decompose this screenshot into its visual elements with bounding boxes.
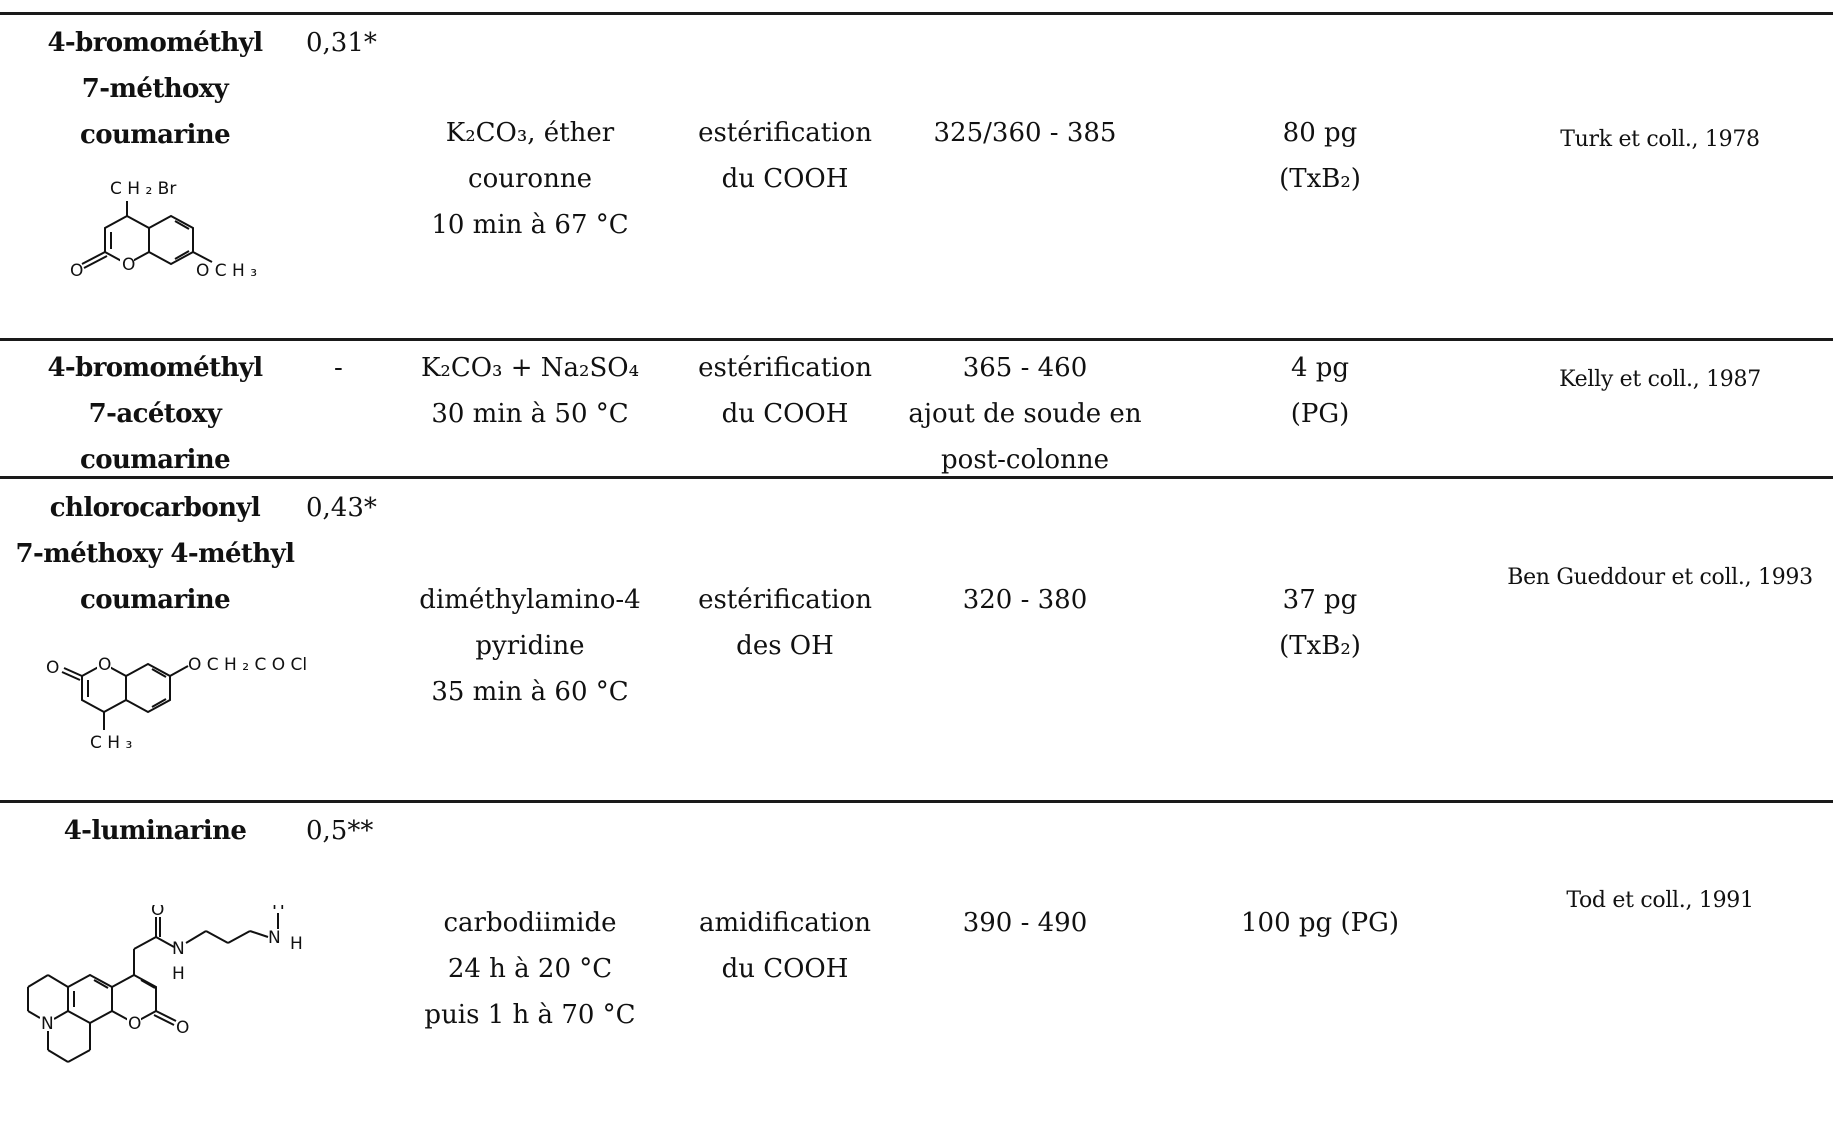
reference: Turk et coll., 1978 [1500,117,1820,163]
wavelength: 390 - 490 [900,900,1150,946]
luminarine-structure-icon: O N H H N H N O O [10,905,310,1080]
svg-text:C H ₃: C H ₃ [90,733,132,753]
coumarin-bromomethyl-methoxy-structure-icon: C H ₂ Br O O O C H ₃ [62,176,272,288]
table-rule-top [0,12,1833,15]
reagent-name: 4-bromométhyl 7-méthoxy coumarine [30,20,280,158]
svg-text:O: O [122,255,135,275]
svg-text:O: O [98,655,111,675]
svg-text:O: O [151,905,164,920]
svg-text:O: O [176,1018,189,1038]
svg-text:O: O [128,1014,141,1034]
detection-limit: 80 pg (TxB₂) [1220,110,1420,202]
table-rule-row2 [0,338,1833,341]
reaction-conditions: K₂CO₃, éther couronne 10 min à 67 °C [410,110,650,248]
svg-text:C H ₂ Br: C H ₂ Br [110,179,176,199]
reference: Tod et coll., 1991 [1500,878,1820,924]
reaction-conditions: carbodiimide 24 h à 20 °C puis 1 h à 70 … [410,900,650,1038]
detection-limit: 37 pg (TxB₂) [1220,577,1420,669]
reagent-value: 0,43* [306,485,377,531]
svg-text:N: N [41,1014,54,1034]
svg-text:O: O [70,261,83,281]
reaction-type: estérification du COOH [680,110,890,202]
svg-text:O C H ₃: O C H ₃ [196,261,257,281]
reagent-name: 4-luminarine [30,808,280,854]
reference: Kelly et coll., 1987 [1500,357,1820,403]
reagent-name: chlorocarbonyl 7-méthoxy 4-méthyl coumar… [10,485,300,623]
reagent-value: 0,5** [306,808,373,854]
detection-limit: 4 pg (PG) [1220,345,1420,437]
reagent-name: 4-bromométhyl 7-acétoxy coumarine [30,345,280,483]
table-rule-row4 [0,800,1833,803]
detection-limit: 100 pg (PG) [1220,900,1420,946]
svg-text:O: O [46,658,59,678]
wavelength: 325/360 - 385 [900,110,1150,156]
wavelength: 320 - 380 [900,577,1150,623]
svg-text:O C H ₂ C O Cl: O C H ₂ C O Cl [188,655,307,675]
coumarin-chlorocarbonyl-structure-icon: O O O C H ₂ C O Cl C H ₃ [44,640,314,755]
reference: Ben Gueddour et coll., 1993 [1500,555,1820,601]
reaction-type: estérification des OH [680,577,890,669]
reagent-value: 0,31* [306,20,377,66]
reaction-conditions: K₂CO₃ + Na₂SO₄ 30 min à 50 °C [410,345,650,437]
svg-text:N: N [172,939,185,959]
svg-text:H: H [272,905,285,914]
reaction-type: estérification du COOH [680,345,890,437]
wavelength: 365 - 460 ajout de soude en post-colonne [900,345,1150,483]
svg-text:H: H [172,964,185,984]
reaction-type: amidification du COOH [680,900,890,992]
reagent-value: - [334,345,343,391]
svg-text:N: N [268,928,281,948]
svg-text:H: H [290,934,303,954]
reaction-conditions: diméthylamino-4 pyridine 35 min à 60 °C [410,577,650,715]
